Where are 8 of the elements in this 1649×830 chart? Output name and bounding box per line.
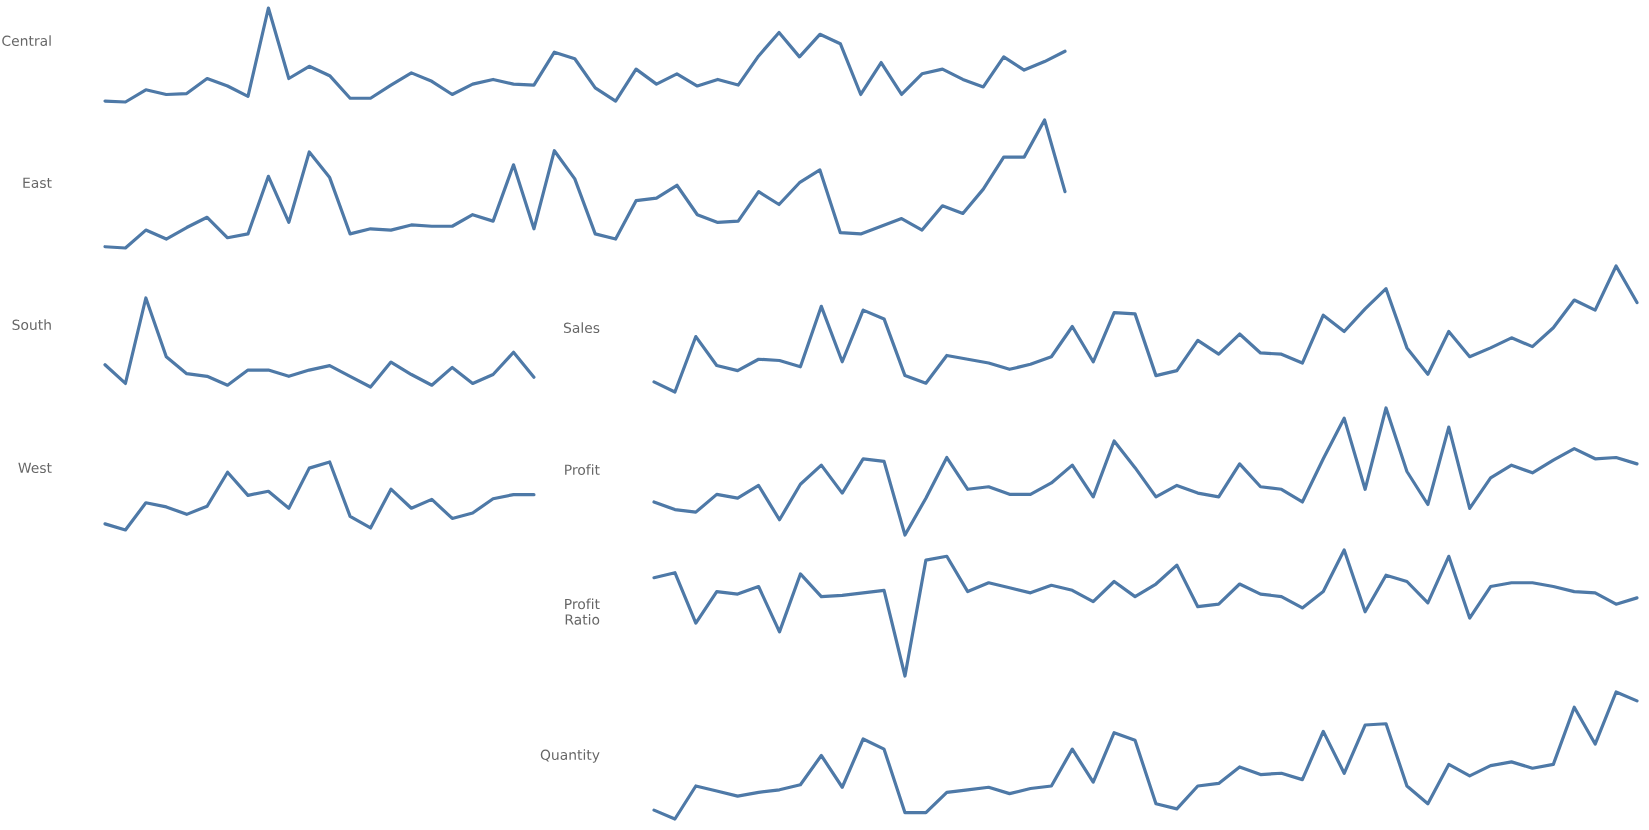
y-axis-title: Central: [2, 35, 51, 47]
y-axis-title: Sales: [563, 322, 600, 334]
y-axis-title: Profit: [565, 464, 600, 476]
y-axis-title: Profit Ratio: [565, 598, 600, 625]
y-axis-title: South: [12, 319, 51, 331]
y-axis-title: East: [23, 177, 52, 189]
y-axis-title: Quantity: [540, 749, 600, 763]
y-axis-title: West: [18, 462, 52, 474]
